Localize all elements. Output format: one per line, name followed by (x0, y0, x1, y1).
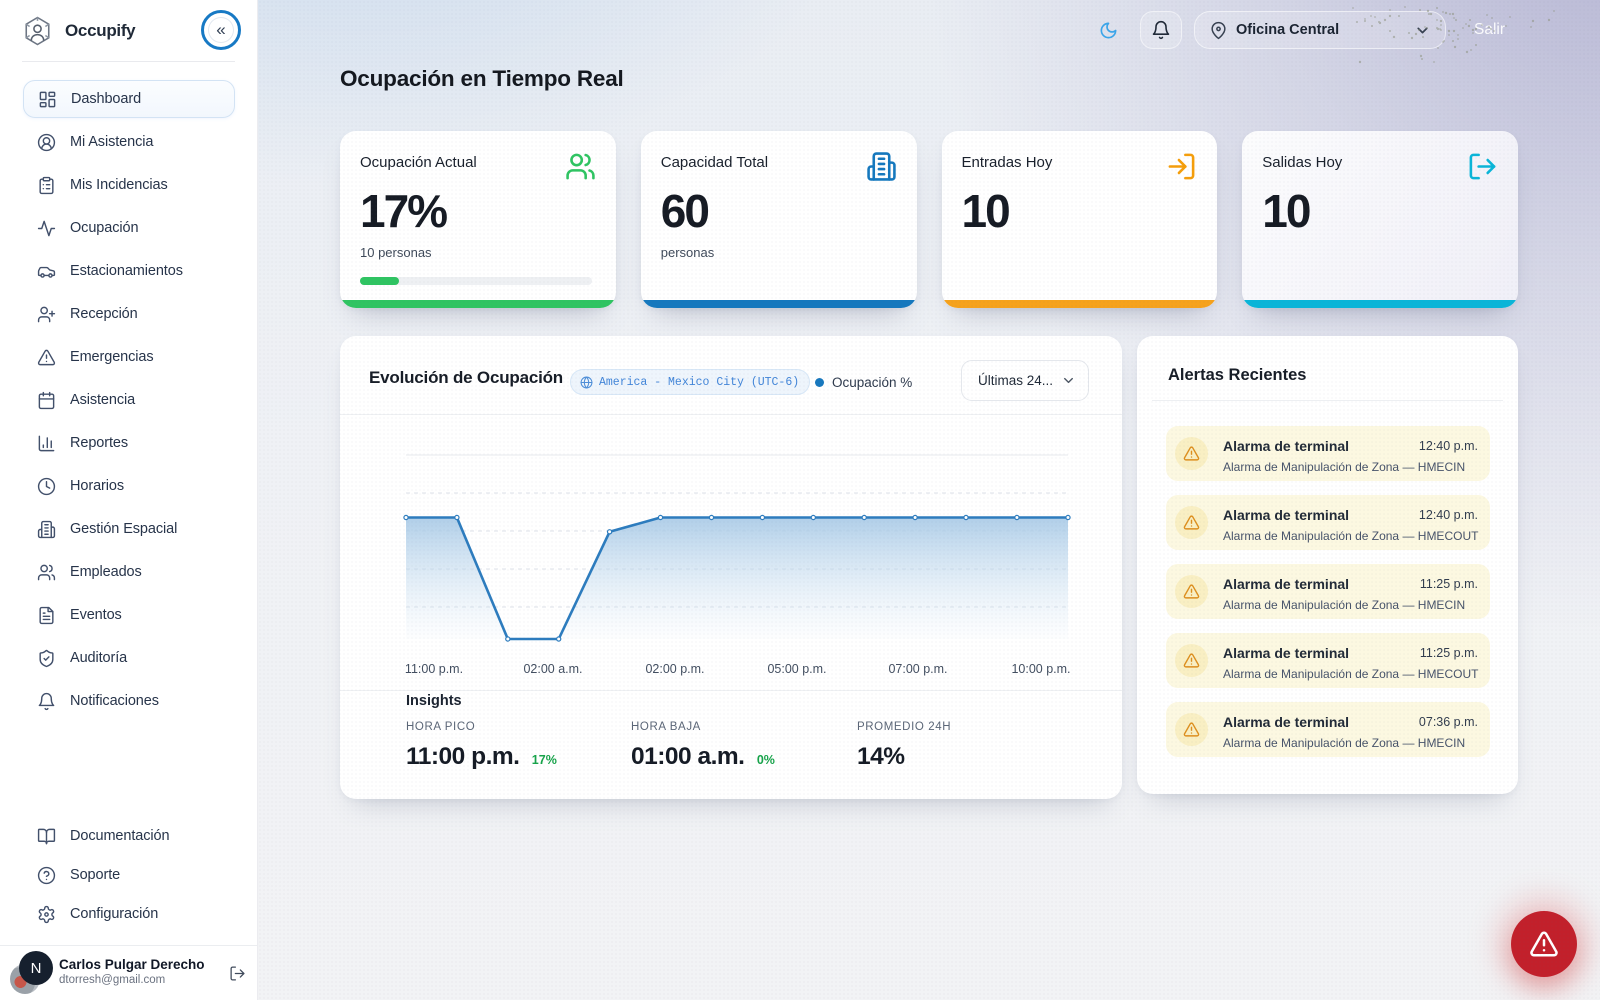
svg-text:07:00 p.m.: 07:00 p.m. (888, 662, 947, 676)
svg-text:02:00 a.m.: 02:00 a.m. (523, 662, 582, 676)
svg-text:05:00 p.m.: 05:00 p.m. (767, 662, 826, 676)
svg-text:10:00 p.m.: 10:00 p.m. (1011, 662, 1070, 676)
svg-text:11:00 p.m.: 11:00 p.m. (405, 662, 463, 676)
svg-text:02:00 p.m.: 02:00 p.m. (645, 662, 704, 676)
